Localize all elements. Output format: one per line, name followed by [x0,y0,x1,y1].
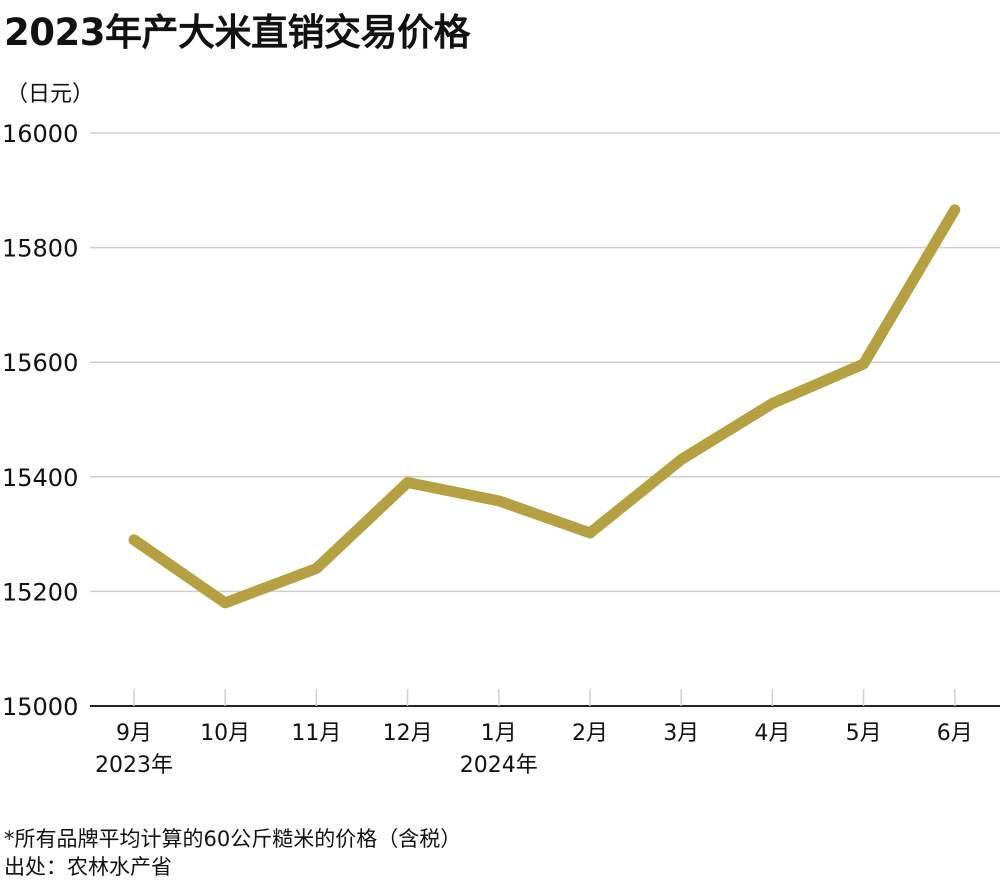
series-line [128,204,961,609]
y-tick-label: 15200 [2,578,78,606]
data-point [314,566,319,571]
data-point [132,537,136,542]
y-axis-unit: （日元） [6,82,95,107]
data-point [952,207,957,212]
footnote: *所有品牌平均计算的60公斤糙米的价格（含税） [4,827,462,851]
source-note: 出处：农林水产省 [4,855,172,879]
y-tick-label: 15600 [2,349,78,377]
x-tick-label: 3月 [663,721,699,746]
data-point [588,530,592,535]
y-tick-label: 15800 [2,235,78,263]
y-tick-label: 15000 [2,693,78,721]
x-tick-label: 12月 [383,721,433,746]
x-tick-label: 10月 [200,721,250,746]
x-tick-label: 5月 [846,721,882,746]
data-point [770,401,775,406]
y-tick-label: 15400 [2,464,78,492]
x-tick-label: 9月 [116,721,152,746]
data-point [861,361,866,366]
x-tick-label: 2月 [572,721,608,746]
x-tick-label: 1月 [481,721,517,746]
x-year-label: 2023年 [95,753,173,778]
chart-title: 2023年产大米直销交易价格 [4,11,470,54]
data-point [405,480,410,485]
data-point [679,457,684,462]
x-tick-label: 6月 [937,721,973,746]
series-layer [128,204,961,609]
tick-labels: 15000 15200 15400 15600 15800 16000 9月 10月 11月 12… [2,120,973,778]
x-tick-label: 4月 [754,721,790,746]
data-point [223,600,228,605]
axes [90,689,1000,707]
data-point [496,498,501,503]
x-tick-label: 11月 [291,721,341,746]
x-year-label: 2024年 [460,753,538,778]
y-tick-label: 16000 [2,120,78,148]
